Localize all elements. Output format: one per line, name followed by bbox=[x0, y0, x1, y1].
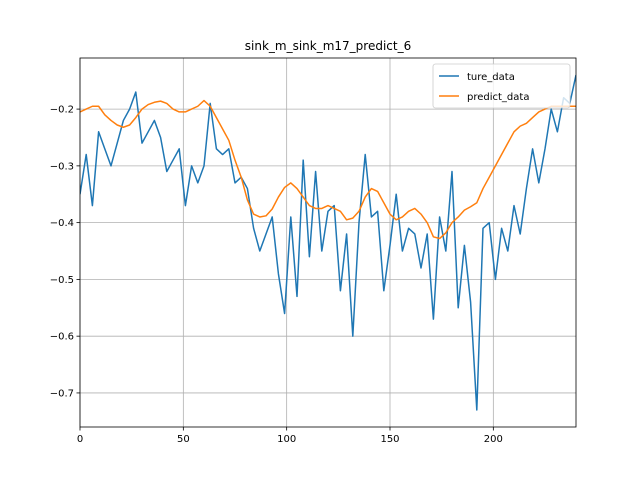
series-layer bbox=[80, 74, 576, 411]
x-tick-label: 50 bbox=[177, 434, 190, 445]
ticks: 0 50 100 150 200 −0.2 −0.3 −0.4 −0.5 −0.6 −0.7 bbox=[50, 105, 503, 445]
x-tick-label: 200 bbox=[484, 434, 503, 445]
y-tick-label: −0.6 bbox=[50, 332, 74, 343]
y-tick-label: −0.4 bbox=[50, 218, 74, 229]
series-line-ture_data bbox=[80, 74, 576, 411]
series-line-predict_data bbox=[80, 99, 576, 240]
x-tick-label: 0 bbox=[77, 434, 83, 445]
y-tick-label: −0.5 bbox=[50, 275, 74, 286]
grid bbox=[79, 58, 576, 427]
y-tick-label: −0.2 bbox=[50, 105, 74, 116]
chart-title: sink_m_sink_m17_predict_6 bbox=[245, 39, 412, 53]
x-tick-label: 100 bbox=[277, 434, 296, 445]
legend: ture_data predict_data bbox=[432, 63, 571, 109]
plot-frame bbox=[79, 57, 577, 428]
x-tick-label: 150 bbox=[380, 434, 399, 445]
legend-label-ture_data: ture_data bbox=[467, 72, 515, 83]
legend-label-predict_data: predict_data bbox=[467, 92, 529, 103]
y-tick-label: −0.3 bbox=[50, 161, 74, 172]
plot-area bbox=[80, 58, 576, 427]
y-tick-label: −0.7 bbox=[50, 388, 74, 399]
legend-box bbox=[432, 63, 571, 109]
